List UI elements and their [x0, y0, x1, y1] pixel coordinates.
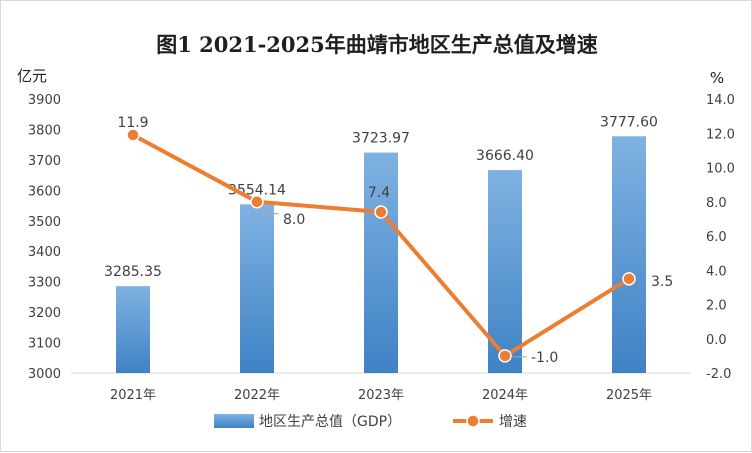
y-right-tick-label: 0.0: [706, 333, 727, 348]
y-right-tick-label: 6.0: [706, 230, 727, 245]
y-left-unit: 亿元: [17, 67, 47, 85]
y-left-tick-label: 3500: [28, 215, 61, 230]
y-right-tick-label: 14.0: [706, 93, 735, 108]
gdp-bar-label: 3666.40: [476, 148, 534, 164]
x-tick-label: 2022年: [234, 388, 280, 403]
growth-marker: [498, 349, 512, 363]
legend-growth-label: 增速: [499, 414, 527, 430]
y-left-tick-label: 3600: [28, 184, 61, 199]
y-right-tick-label: 2.0: [706, 299, 727, 314]
growth-marker: [250, 195, 264, 209]
gdp-bar-label: 3777.60: [600, 114, 658, 130]
y-right-tick-label: 8.0: [706, 196, 727, 211]
x-tick-label: 2021年: [110, 388, 156, 403]
y-right-tick-label: -2.0: [706, 367, 731, 382]
growth-marker: [374, 205, 388, 219]
growth-label: -1.0: [531, 350, 558, 366]
y-right-tick-label: 10.0: [706, 162, 735, 177]
growth-label: 7.4: [368, 185, 390, 201]
y-right-tick-label: 4.0: [706, 264, 727, 279]
gdp-bar: [488, 170, 522, 373]
y-left-tick-label: 3800: [28, 123, 61, 138]
x-tick-label: 2023年: [358, 388, 404, 403]
growth-label: 8.0: [283, 212, 305, 228]
y-left-tick-label: 3100: [28, 337, 61, 352]
growth-label: 11.9: [117, 115, 148, 131]
gdp-bar-label: 3285.35: [104, 264, 162, 280]
x-tick-label: 2025年: [606, 388, 652, 403]
legend-growth-marker: [466, 414, 480, 428]
gdp-bar: [364, 152, 398, 373]
chart-title: 图1 2021-2025年曲靖市地区生产总值及增速: [156, 32, 598, 57]
gdp-bar: [240, 204, 274, 373]
gdp-bar: [612, 136, 646, 373]
x-tick-label: 2024年: [482, 388, 528, 403]
growth-marker: [622, 272, 636, 286]
gdp-bar-label: 3723.97: [352, 131, 410, 147]
y-left-tick-label: 3200: [28, 306, 61, 321]
legend-gdp-label: 地区生产总值（GDP）: [259, 414, 401, 430]
y-right-tick-label: 12.0: [706, 127, 735, 142]
growth-label: 3.5: [651, 274, 673, 290]
gdp-bar: [116, 286, 150, 373]
legend-gdp-swatch: [214, 414, 254, 428]
y-left-tick-label: 3000: [28, 367, 61, 382]
y-left-tick-label: 3700: [28, 154, 61, 169]
y-left-tick-label: 3400: [28, 245, 61, 260]
y-left-tick-label: 3300: [28, 276, 61, 291]
y-left-tick-label: 3900: [28, 93, 61, 108]
growth-marker: [126, 128, 140, 142]
y-right-unit: %: [710, 69, 724, 87]
